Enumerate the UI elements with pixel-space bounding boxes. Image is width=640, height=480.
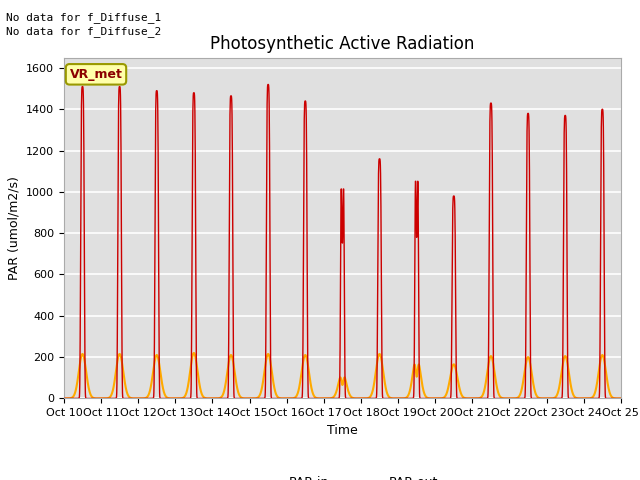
Text: VR_met: VR_met [70, 68, 122, 81]
Y-axis label: PAR (umol/m2/s): PAR (umol/m2/s) [8, 176, 20, 280]
Title: Photosynthetic Active Radiation: Photosynthetic Active Radiation [210, 35, 475, 53]
X-axis label: Time: Time [327, 424, 358, 437]
Text: No data for f_Diffuse_2: No data for f_Diffuse_2 [6, 26, 162, 37]
Legend: PAR in, PAR out: PAR in, PAR out [243, 471, 442, 480]
Text: No data for f_Diffuse_1: No data for f_Diffuse_1 [6, 12, 162, 23]
